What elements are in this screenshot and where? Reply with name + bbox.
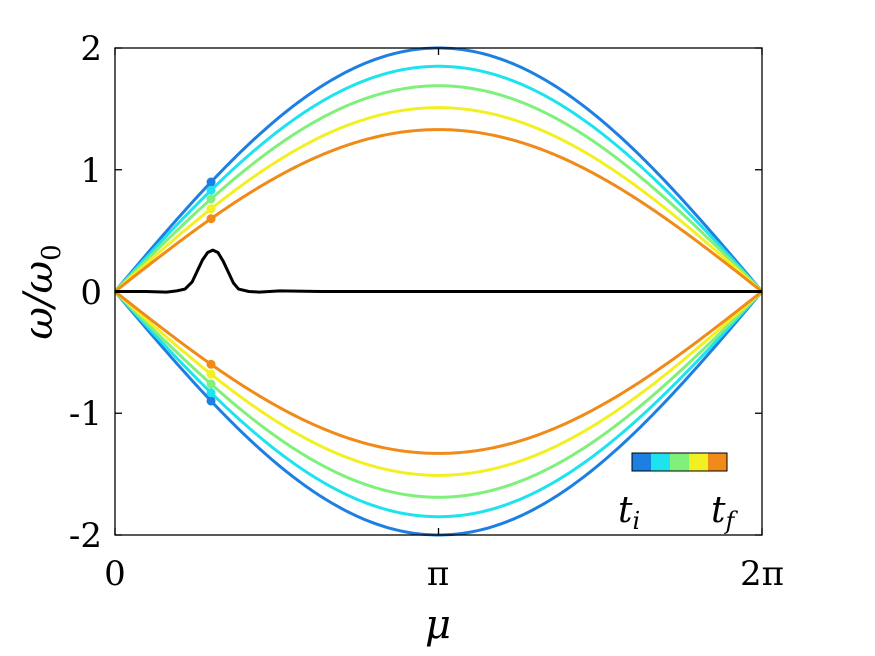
dispersion-line-upper-2 (113, 84, 764, 293)
y-tick-label-neg2: -2 (69, 516, 102, 556)
marker-point-lower-0 (206, 396, 216, 406)
marker-point-upper-2 (206, 194, 216, 204)
dispersion-line-upper-1 (113, 64, 764, 293)
marker-point-lower-3 (206, 369, 216, 379)
marker-point-lower-1 (206, 388, 216, 398)
colorbar-label-ti: ti (618, 490, 640, 535)
marker-point-upper-3 (206, 204, 216, 214)
dispersion-line-upper-4 (114, 128, 763, 293)
x-tick-label-2pi: 2π (740, 554, 784, 594)
y-axis-label: ω/ω0 (16, 244, 67, 339)
x-axis-label: μ (425, 602, 451, 648)
dispersion-line-lower-1 (113, 290, 764, 519)
marker-point-lower-2 (206, 379, 216, 389)
series-layer (113, 46, 764, 537)
colorbar-swatch-4 (708, 453, 728, 471)
dispersion-line-upper-3 (114, 106, 763, 293)
x-tick-label-pi: π (427, 554, 449, 594)
colorbar-swatch-1 (651, 453, 671, 471)
marker-point-upper-0 (206, 177, 216, 187)
colorbar-swatch-2 (670, 453, 690, 471)
x-tick-label-0: 0 (104, 554, 126, 594)
colorbar-frame (631, 452, 728, 472)
y-axis-label-subscript: 0 (37, 244, 67, 261)
y-tick-label-1: 1 (80, 151, 102, 191)
y-tick-label-neg1: -1 (69, 394, 102, 434)
tick-layer (114, 47, 763, 536)
y-axis-label-main: ω/ω (16, 261, 62, 340)
dispersion-line-lower-4 (114, 290, 763, 455)
colorbar-swatch-3 (689, 453, 709, 471)
marker-point-upper-1 (206, 185, 216, 195)
pulse-line (115, 248, 762, 294)
colorbar-legend (631, 452, 728, 472)
y-tick-label-2: 2 (80, 29, 102, 69)
y-tick-label-0: 0 (80, 273, 102, 313)
marker-point-lower-4 (206, 359, 216, 369)
colorbar-swatch-0 (632, 453, 652, 471)
svg-text:ω/ω0: ω/ω0 (16, 244, 67, 339)
dispersion-line-lower-3 (114, 290, 763, 477)
dispersion-line-lower-2 (113, 290, 764, 499)
marker-point-upper-4 (206, 214, 216, 224)
